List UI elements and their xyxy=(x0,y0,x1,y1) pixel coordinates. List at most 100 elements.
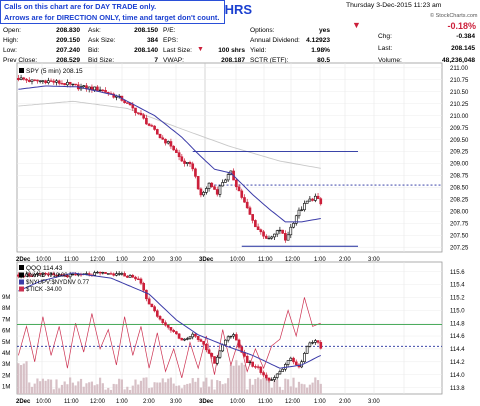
volume-bar xyxy=(243,364,246,394)
candle-body xyxy=(68,273,72,278)
candle-body xyxy=(308,198,312,202)
candle-body xyxy=(155,129,159,135)
volume-bar xyxy=(257,377,260,394)
plot-frame xyxy=(16,261,443,395)
candle-body xyxy=(234,179,238,188)
volume-axis-label: 3M xyxy=(2,362,10,368)
candle-body xyxy=(82,85,86,87)
candle-body xyxy=(112,273,116,276)
quote-value-prev-close: 208.529 xyxy=(56,57,80,64)
candle-body xyxy=(300,209,304,211)
candle-body xyxy=(134,276,137,280)
volume-bar xyxy=(79,378,83,394)
candle-body xyxy=(311,198,314,201)
y-tick-label: 209.75 xyxy=(450,126,469,132)
candle-body xyxy=(98,271,102,274)
candle-body xyxy=(96,271,99,274)
volume-bar xyxy=(142,377,145,394)
candle-body xyxy=(294,361,298,366)
volume-bar xyxy=(183,384,186,394)
candle-body xyxy=(278,229,282,232)
quote-label-sctr: SCTR (ETF): xyxy=(250,57,289,64)
y-tick-label: 114.6 xyxy=(450,334,465,340)
candle-body xyxy=(221,344,225,352)
volume-bar xyxy=(254,379,257,394)
y-tick-label: 210.00 xyxy=(450,114,469,120)
candle-body xyxy=(254,220,257,228)
candle-body xyxy=(101,272,105,274)
volume-bar xyxy=(265,377,268,394)
volume-bar xyxy=(96,384,99,394)
volume-bar xyxy=(191,378,194,394)
volume-bar xyxy=(17,363,20,394)
candle-body xyxy=(38,80,42,82)
candle-body xyxy=(106,273,110,275)
candle-body xyxy=(278,371,282,375)
candle-body xyxy=(262,372,265,376)
candle-body xyxy=(126,102,129,104)
candle-body xyxy=(313,340,317,343)
volume-bar xyxy=(145,377,148,394)
candle-body xyxy=(136,278,140,280)
moving-average-line xyxy=(18,272,322,369)
x-tick-label: 3:00 xyxy=(170,257,182,263)
y-tick-label: 208.25 xyxy=(450,198,469,204)
candle-body xyxy=(205,343,208,351)
candle-body xyxy=(172,329,175,332)
volume-bar xyxy=(123,389,126,394)
volume-axis-label: 2M xyxy=(2,373,10,379)
candle-body xyxy=(213,186,216,190)
candle-body xyxy=(207,182,211,189)
legend-swatch xyxy=(19,279,24,285)
y-tick-label: 210.50 xyxy=(450,90,469,96)
quote-value-low: 207.240 xyxy=(56,47,80,54)
candle-body xyxy=(104,89,107,93)
x-tick-label: 1:00 xyxy=(116,399,128,405)
candle-body xyxy=(215,189,219,195)
candle-body xyxy=(248,207,252,215)
quote-label-last-size: Last Size: xyxy=(163,47,192,54)
volume-bar xyxy=(221,384,224,394)
candle-body xyxy=(68,81,72,85)
volume-bar xyxy=(93,385,96,394)
candle-body xyxy=(226,174,230,181)
notice-line-1: Calls on this chart are for DAY TRADE on… xyxy=(4,2,157,11)
quote-label-pe: P/E: xyxy=(163,27,176,34)
quote-value-annual-dividend: 4.12923 xyxy=(306,37,330,44)
volume-bar xyxy=(194,381,197,394)
volume-bar xyxy=(224,383,227,394)
volume-bar xyxy=(36,378,39,394)
volume-bar xyxy=(235,360,238,394)
candle-body xyxy=(112,93,116,98)
volume-bar xyxy=(153,382,156,394)
volume-bar xyxy=(134,379,137,394)
candle-body xyxy=(33,79,37,81)
candle-body xyxy=(117,273,121,275)
candle-body xyxy=(164,138,167,144)
quote-label-prev-close: Prev Close: xyxy=(3,57,38,64)
y-tick-label: 210.75 xyxy=(450,78,469,84)
volume-bar xyxy=(202,381,205,394)
candle-body xyxy=(319,198,323,205)
candle-body xyxy=(25,78,28,81)
candle-body xyxy=(210,353,214,357)
candle-body xyxy=(275,373,279,378)
x-tick-label: 11:00 xyxy=(258,257,273,263)
quote-label-open: Open: xyxy=(3,27,21,34)
candle-body xyxy=(267,237,271,240)
volume-bar xyxy=(284,378,287,394)
candle-body xyxy=(194,333,197,337)
candle-body xyxy=(183,338,186,341)
volume-bar xyxy=(28,382,31,394)
candle-body xyxy=(175,331,178,335)
volume-bar xyxy=(303,384,306,394)
candle-body xyxy=(224,339,227,346)
volume-bar xyxy=(270,387,273,394)
candle-body xyxy=(74,273,77,276)
candle-body xyxy=(286,360,290,365)
volume-bar xyxy=(319,383,322,394)
x-tick-label: 12:00 xyxy=(90,399,106,405)
qqq-price-chart: 115.6 115.4 115.2 115.0 114.8 114.6 114.4 114.2… xyxy=(2,261,465,405)
brand-label: © StockCharts.com xyxy=(430,13,478,19)
y-tick-label: 115.4 xyxy=(450,283,465,289)
